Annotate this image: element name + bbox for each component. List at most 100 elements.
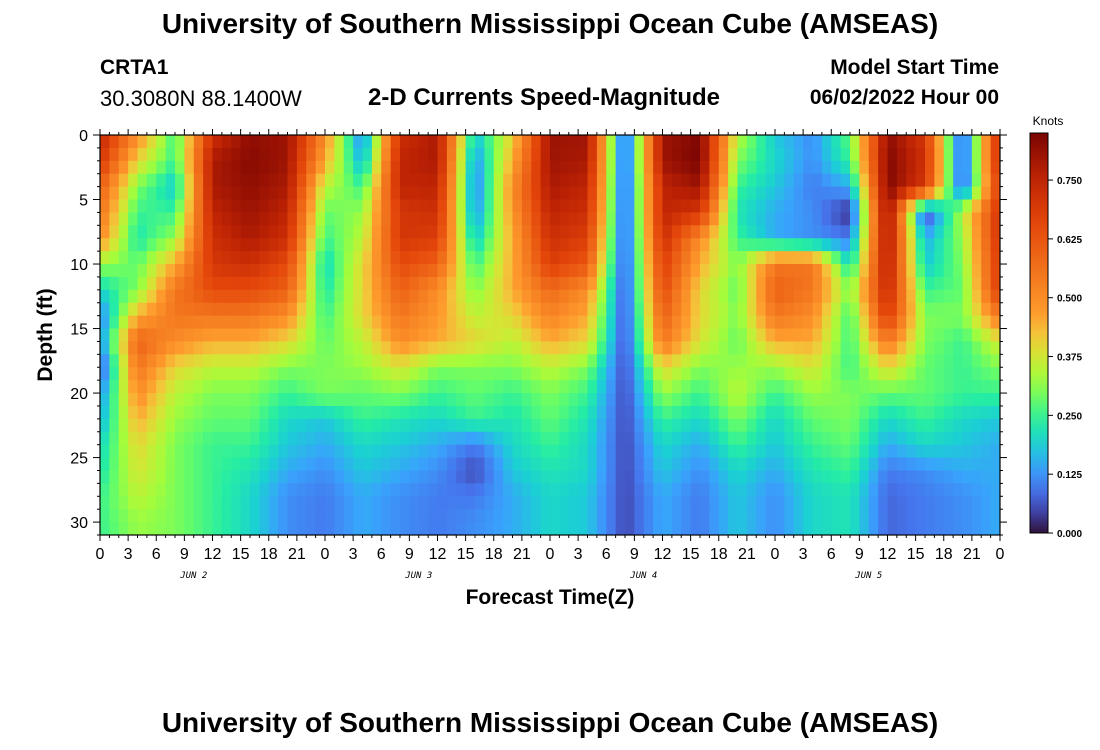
heatmap-cell: [287, 289, 298, 304]
heatmap-cell: [953, 341, 964, 355]
heatmap-cell: [718, 289, 729, 304]
heatmap-cell: [240, 431, 251, 446]
heatmap-cell: [325, 289, 335, 304]
heatmap-cell: [850, 289, 860, 304]
heatmap-cell: [925, 160, 935, 175]
heatmap-cell: [203, 457, 214, 472]
heatmap-cell: [859, 186, 870, 201]
heatmap-cell: [306, 238, 317, 252]
heatmap-cell: [671, 173, 682, 188]
heatmap-cell: [962, 367, 973, 381]
heatmap-cell: [568, 135, 579, 149]
heatmap-cell: [437, 470, 448, 484]
heatmap-cell: [306, 160, 317, 175]
heatmap-cell: [118, 444, 129, 459]
heatmap-cell: [718, 431, 729, 446]
heatmap-cell: [325, 199, 335, 214]
heatmap-cell: [175, 225, 185, 239]
heatmap-cells: [100, 135, 1000, 535]
heatmap-cell: [118, 431, 129, 446]
heatmap-cell: [559, 418, 570, 433]
heatmap-cell: [568, 186, 579, 201]
heatmap-cell: [137, 457, 148, 472]
heatmap-cell: [850, 251, 860, 265]
heatmap-cell: [306, 276, 317, 291]
heatmap-cell: [484, 496, 495, 510]
heatmap-cell: [578, 431, 589, 446]
heatmap-cell: [803, 444, 814, 459]
heatmap-cell: [446, 160, 457, 175]
heatmap-cell: [381, 393, 392, 407]
heatmap-cell: [718, 496, 729, 510]
heatmap-cell: [887, 354, 898, 368]
heatmap-cell: [850, 509, 860, 523]
heatmap-cell: [718, 238, 729, 252]
heatmap-cell: [737, 212, 748, 226]
heatmap-cell: [109, 380, 120, 394]
heatmap-cell: [128, 405, 139, 420]
heatmap-cell: [793, 496, 804, 510]
heatmap-cell: [559, 328, 570, 343]
heatmap-cell: [343, 135, 354, 149]
heatmap-cell: [156, 238, 167, 252]
heatmap-cell: [681, 380, 692, 394]
heatmap-cell: [484, 135, 495, 149]
heatmap-cell: [193, 431, 204, 446]
colorbar: Knots: [1029, 114, 1063, 534]
heatmap-cell: [765, 393, 776, 407]
heatmap-cell: [896, 444, 907, 459]
heatmap-cell: [278, 483, 289, 497]
heatmap-cell: [315, 225, 326, 239]
heatmap-cell: [400, 483, 410, 497]
heatmap-cell: [137, 431, 148, 446]
heatmap-cell: [596, 199, 607, 214]
heatmap-cell: [925, 212, 935, 226]
heatmap-cell: [456, 522, 467, 535]
heatmap-cell: [540, 147, 551, 162]
heatmap-cell: [718, 367, 729, 381]
heatmap-cell: [493, 160, 504, 175]
heatmap-cell: [184, 238, 195, 252]
heatmap-cell: [193, 147, 204, 162]
heatmap-cell: [821, 264, 832, 278]
heatmap-cell: [868, 315, 879, 330]
heatmap-cell: [756, 238, 767, 252]
axes: 0 3 6 9 12 15 18 21 0 3 6 9 12 15 18 21 0 3 6 9 12 15 18 21 0 3 6 9…: [70, 128, 1082, 581]
heatmap-cell: [240, 522, 251, 535]
heatmap-cell: [353, 160, 364, 175]
heatmap-cell: [568, 405, 579, 420]
heatmap-cell: [475, 251, 485, 265]
heatmap-cell: [353, 522, 364, 535]
heatmap-cell: [587, 470, 598, 484]
heatmap-cell: [681, 212, 692, 226]
heatmap-cell: [925, 444, 935, 459]
heatmap-cell: [306, 264, 317, 278]
heatmap-cell: [146, 496, 157, 510]
heatmap-cell: [418, 341, 429, 355]
heatmap-cell: [643, 457, 654, 472]
heatmap-cell: [165, 483, 176, 497]
heatmap-cell: [137, 328, 148, 343]
heatmap-cell: [615, 199, 626, 214]
heatmap-cell: [287, 457, 298, 472]
heatmap-cell: [934, 457, 945, 472]
heatmap-cell: [268, 444, 279, 459]
heatmap-cell: [221, 341, 232, 355]
heatmap-cell: [728, 147, 739, 162]
heatmap-cell: [596, 367, 607, 381]
heatmap-cell: [353, 418, 364, 433]
heatmap-cell: [606, 470, 617, 484]
heatmap-cell: [156, 173, 167, 188]
heatmap-cell: [878, 393, 889, 407]
heatmap-cell: [100, 251, 110, 265]
heatmap-cell: [925, 238, 935, 252]
heatmap-cell: [325, 380, 335, 394]
heatmap-cell: [306, 496, 317, 510]
heatmap-cell: [690, 405, 701, 420]
heatmap-cell: [381, 367, 392, 381]
heatmap-cell: [831, 328, 842, 343]
heatmap-cell: [887, 289, 898, 304]
heatmap-cell: [943, 251, 954, 265]
heatmap-cell: [990, 522, 1000, 535]
heatmap-cell: [962, 315, 973, 330]
